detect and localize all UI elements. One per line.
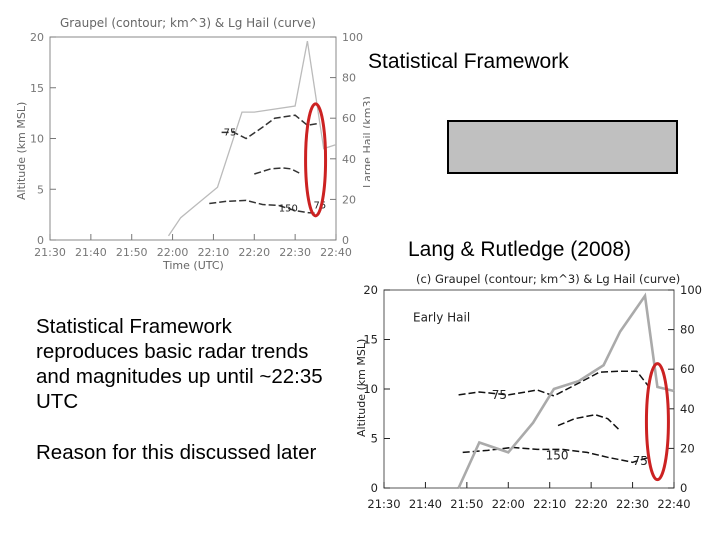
graupel-contour [254,167,300,175]
y-tick-label: 15 [30,82,44,95]
x-tick-label: 22:40 [657,497,690,511]
x-tick-label: 22:20 [238,246,270,259]
annotation-label: 150 [279,204,298,215]
chart-bottom-series [457,292,675,489]
chart-top-series [167,40,337,237]
chart-top-highlight [304,102,328,218]
summary-text: Statistical Framework reproduces basic r… [36,315,323,413]
chart-bottom-ylabel: Altitude (km MSL) [355,339,368,437]
x-tick-label: 22:30 [279,246,311,259]
y-tick-label: 10 [363,382,378,396]
x-tick-label: 22:30 [616,497,649,511]
y2-tick-label: 20 [680,441,695,455]
graupel-contour [221,114,320,140]
body-text: Statistical Framework reproduces basic r… [36,314,336,491]
annotation-label: 75 [633,454,648,468]
y2-tick-label: 80 [680,323,695,337]
y2-tick-label: 80 [342,72,356,85]
y2-tick-label: 20 [342,193,356,206]
chart-top-xlabel: Time (UTC) [162,259,224,272]
heading-citation: Lang & Rutledge (2008) [408,238,631,261]
annotation-label: 150 [546,448,569,462]
large-hail-curve [167,40,337,237]
chart-bottom: (c) Graupel (contour; km^3) & Lg Hail (c… [355,272,702,511]
heading-statistical-framework: Statistical Framework [368,50,569,73]
y2-tick-label: 100 [342,31,363,44]
y2-tick-label: 40 [680,402,695,416]
x-tick-label: 22:10 [198,246,230,259]
x-tick-label: 21:50 [450,497,483,511]
annotation-label: 75 [492,388,507,402]
x-tick-label: 22:40 [320,246,352,259]
x-tick-label: 21:40 [409,497,442,511]
y2-tick-label: 100 [680,283,702,297]
y-tick-label: 15 [363,333,378,347]
y-tick-label: 0 [371,481,378,495]
x-tick-label: 21:30 [367,497,400,511]
x-tick-label: 22:00 [157,246,189,259]
chart-bottom-axes: 21:30 21:40 21:50 22:00 22:10 22:20 22:30 22:40… [363,283,702,511]
graupel-contour [458,370,650,397]
gray-placeholder-box [447,120,678,174]
annotation-label: Early Hail [413,311,470,325]
chart-bottom-title: (c) Graupel (contour; km^3) & Lg Hail (c… [416,272,680,286]
chart-top-contours [209,114,320,215]
chart-top-y2label: Large Hail (km3) [361,96,370,188]
large-hail-curve [457,292,675,489]
y-tick-label: 20 [363,283,378,297]
y-tick-label: 0 [37,234,44,247]
graupel-contour [209,199,320,215]
x-tick-label: 22:10 [533,497,566,511]
x-tick-label: 21:40 [75,246,107,259]
y2-tick-label: 60 [342,112,356,125]
y2-tick-label: 0 [342,234,349,247]
chart-bottom-highlight [644,362,670,482]
chart-top-axes: 21:30 21:40 21:50 22:00 22:10 22:20 22:30 22:40… [30,31,363,259]
y-tick-label: 5 [371,432,378,446]
x-tick-label: 21:30 [34,246,66,259]
chart-top-title: Graupel (contour; km^3) & Lg Hail (curve… [60,16,316,30]
annotation-label: 75 [224,127,237,138]
x-tick-label: 21:50 [116,246,148,259]
note-text: Reason for this discussed later [36,441,317,464]
graupel-contour [557,413,621,432]
y-tick-label: 5 [37,183,44,196]
chart-top-ylabel: Altitude (km MSL) [15,102,28,200]
y2-tick-label: 40 [342,153,356,166]
x-tick-label: 22:20 [575,497,608,511]
y2-tick-label: 0 [680,481,687,495]
y2-tick-label: 60 [680,362,695,376]
y-tick-label: 10 [30,133,44,146]
chart-bottom-annotations: Early Hail 75 150 75 [413,311,648,469]
x-tick-label: 22:00 [492,497,525,511]
chart-top: Graupel (contour; km^3) & Lg Hail (curve… [15,16,370,272]
y-tick-label: 20 [30,31,44,44]
